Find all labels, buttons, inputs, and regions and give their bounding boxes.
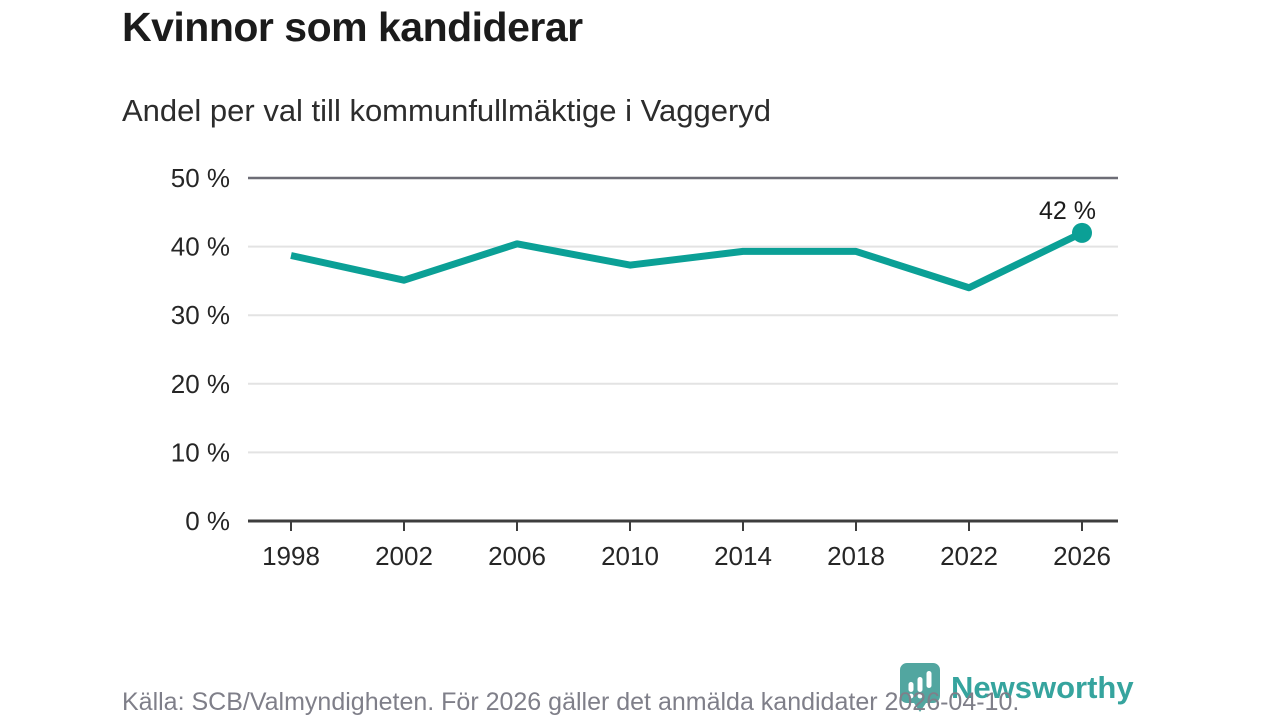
y-axis-tick-label: 20 %: [171, 369, 230, 399]
x-axis-tick-label: 2002: [375, 541, 433, 571]
y-axis-tick-label: 30 %: [171, 300, 230, 330]
newsworthy-chart-pin-icon: [900, 663, 940, 712]
brand-name: Newsworthy: [951, 670, 1134, 705]
y-axis-tick-label: 10 %: [171, 437, 230, 467]
x-axis-tick-label: 2010: [601, 541, 659, 571]
y-axis-tick-label: 0 %: [185, 506, 230, 536]
last-point-marker: [1072, 222, 1092, 243]
x-axis-tick-label: 2022: [940, 541, 998, 571]
y-axis-tick-label: 40 %: [171, 232, 230, 262]
page-title: Kvinnor som kandiderar: [122, 4, 583, 50]
source-note: Källa: SCB/Valmyndigheten. För 2026 gäll…: [122, 688, 1020, 716]
x-axis-tick-label: 1998: [262, 541, 320, 571]
last-point-label: 42 %: [1039, 197, 1096, 225]
y-axis-tick-label: 50 %: [171, 163, 230, 193]
x-axis-tick-label: 2014: [714, 541, 772, 571]
data-series-line: [290, 229, 1084, 292]
logo-bars: [908, 671, 932, 699]
chart-subtitle: Andel per val till kommunfullmäktige i V…: [122, 93, 772, 128]
x-axis-tick-label: 2026: [1053, 541, 1111, 571]
x-axis-tick-label: 2006: [488, 541, 546, 571]
x-axis-tick-label: 2018: [827, 541, 885, 571]
newsworthy-logo: Newsworthy: [900, 663, 1134, 713]
